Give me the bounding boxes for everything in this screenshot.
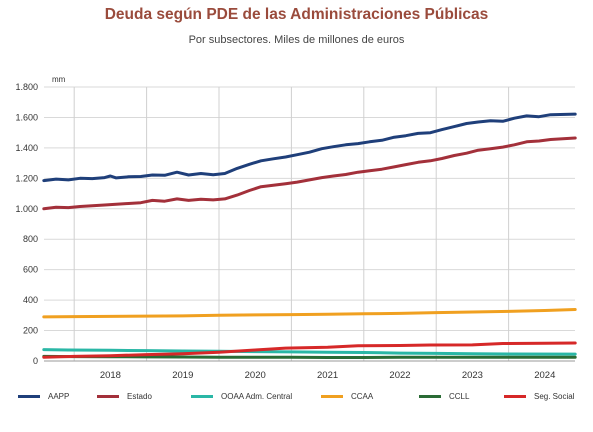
- legend-label: Seg. Social: [534, 391, 575, 401]
- y-tick-label: 600: [23, 265, 38, 275]
- legend-item: OOAA Adm. Central: [191, 389, 292, 403]
- series-line-aapp: [42, 112, 577, 183]
- x-tick-label: 2023: [462, 370, 483, 381]
- y-unit-label: mm: [52, 75, 66, 84]
- series-line-ooaa-adm-central: [42, 348, 577, 356]
- x-tick-label: 2018: [100, 370, 121, 381]
- legend-item: CCLL: [419, 389, 469, 403]
- legend-swatch: [97, 394, 119, 398]
- series-line-estado: [42, 136, 577, 211]
- legend-item: CCAA: [321, 389, 373, 403]
- y-tick-label: 400: [23, 295, 38, 305]
- legend-item: AAPP: [18, 389, 69, 403]
- legend-label: CCAA: [351, 391, 374, 401]
- legend-label: Estado: [127, 391, 152, 401]
- chart-subtitle: Por subsectores. Miles de millones de eu…: [188, 34, 405, 46]
- x-axis-ticks: 2018 2019 2020 2021 2022 2023 2024: [100, 370, 556, 381]
- chart-title: Deuda según PDE de las Administraciones …: [104, 6, 489, 23]
- legend-label: OOAA Adm. Central: [221, 391, 293, 401]
- legend-swatch: [504, 394, 526, 398]
- legend-swatch: [18, 394, 40, 398]
- chart-legend: AAPP Estado OOAA Adm. Central CCAA CCLL Seg. …: [14, 389, 584, 403]
- legend-label: AAPP: [48, 391, 70, 401]
- y-axis-ticks: 0 200 400 600 800 1.000 1.200 1.400 1.600 1.800: [15, 82, 38, 366]
- y-tick-label: 1.800: [15, 82, 38, 92]
- x-tick-label: 2020: [245, 370, 266, 381]
- series-line-ccaa: [42, 308, 577, 319]
- y-tick-label: 0: [33, 356, 38, 366]
- y-tick-label: 1.000: [15, 204, 38, 214]
- y-tick-label: 200: [23, 326, 38, 336]
- legend-swatch: [321, 394, 343, 398]
- legend-swatch: [419, 394, 441, 398]
- y-tick-label: 1.400: [15, 143, 38, 153]
- x-tick-label: 2024: [534, 370, 555, 381]
- series-lines: [42, 112, 577, 359]
- x-tick-label: 2019: [172, 370, 193, 381]
- y-tick-label: 1.600: [15, 112, 38, 122]
- legend-swatch: [191, 394, 213, 398]
- legend-label: CCLL: [449, 391, 470, 401]
- legend-item: Estado: [97, 389, 152, 403]
- y-tick-label: 1.200: [15, 173, 38, 183]
- y-tick-label: 800: [23, 234, 38, 244]
- series-line-seg-social: [42, 341, 577, 359]
- x-tick-label: 2022: [389, 370, 410, 381]
- x-tick-label: 2021: [317, 370, 338, 381]
- grid-lines: [44, 86, 575, 362]
- legend-item: Seg. Social: [504, 389, 574, 403]
